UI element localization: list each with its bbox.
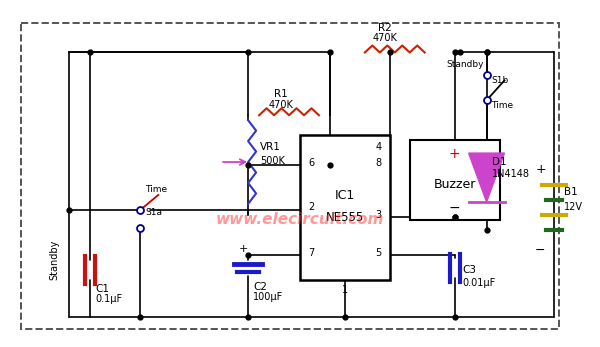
Text: R2: R2 [378,23,392,33]
Text: C1: C1 [95,283,109,294]
Text: IC1: IC1 [335,189,355,202]
Text: 4: 4 [376,142,382,152]
Text: 5: 5 [376,248,382,258]
Text: Standby: Standby [50,239,59,280]
Text: R1: R1 [274,89,288,99]
Text: 0.1μF: 0.1μF [95,295,122,304]
Text: 1: 1 [342,285,348,295]
Text: −: − [535,244,545,257]
Text: −: − [449,201,460,215]
Text: VR1: VR1 [260,142,281,152]
Text: Standby: Standby [446,60,484,69]
Text: NE555: NE555 [326,211,364,224]
Text: D1: D1 [491,157,506,167]
Text: 2: 2 [308,202,314,212]
Polygon shape [469,153,505,202]
Text: 470K: 470K [269,100,293,110]
Text: +: + [535,163,546,176]
Bar [300,135,390,280]
Text: C3: C3 [463,265,476,274]
Text: C2: C2 [253,281,267,291]
Text: S1b: S1b [491,76,509,85]
Text: 7: 7 [308,248,314,258]
Text: 6: 6 [308,158,314,168]
Text: S1a: S1a [145,208,163,217]
Text: 3: 3 [376,210,382,220]
Text: Buzzer: Buzzer [433,178,476,192]
Text: www.elecircuit.com: www.elecircuit.com [216,212,384,227]
Text: B1: B1 [565,187,578,197]
Bar [20,23,559,329]
Bar [410,140,500,220]
Text: 12V: 12V [565,202,583,212]
Text: 470K: 470K [373,33,397,43]
Text: 8: 8 [376,158,382,168]
Text: +: + [449,147,460,161]
Text: 1N4148: 1N4148 [491,169,530,179]
Text: 0.01μF: 0.01μF [463,278,496,288]
Text: 500K: 500K [260,156,285,166]
Text: 100μF: 100μF [253,293,283,303]
Text: Time: Time [491,101,514,110]
Text: +: + [238,244,248,254]
Text: Time: Time [145,185,167,194]
